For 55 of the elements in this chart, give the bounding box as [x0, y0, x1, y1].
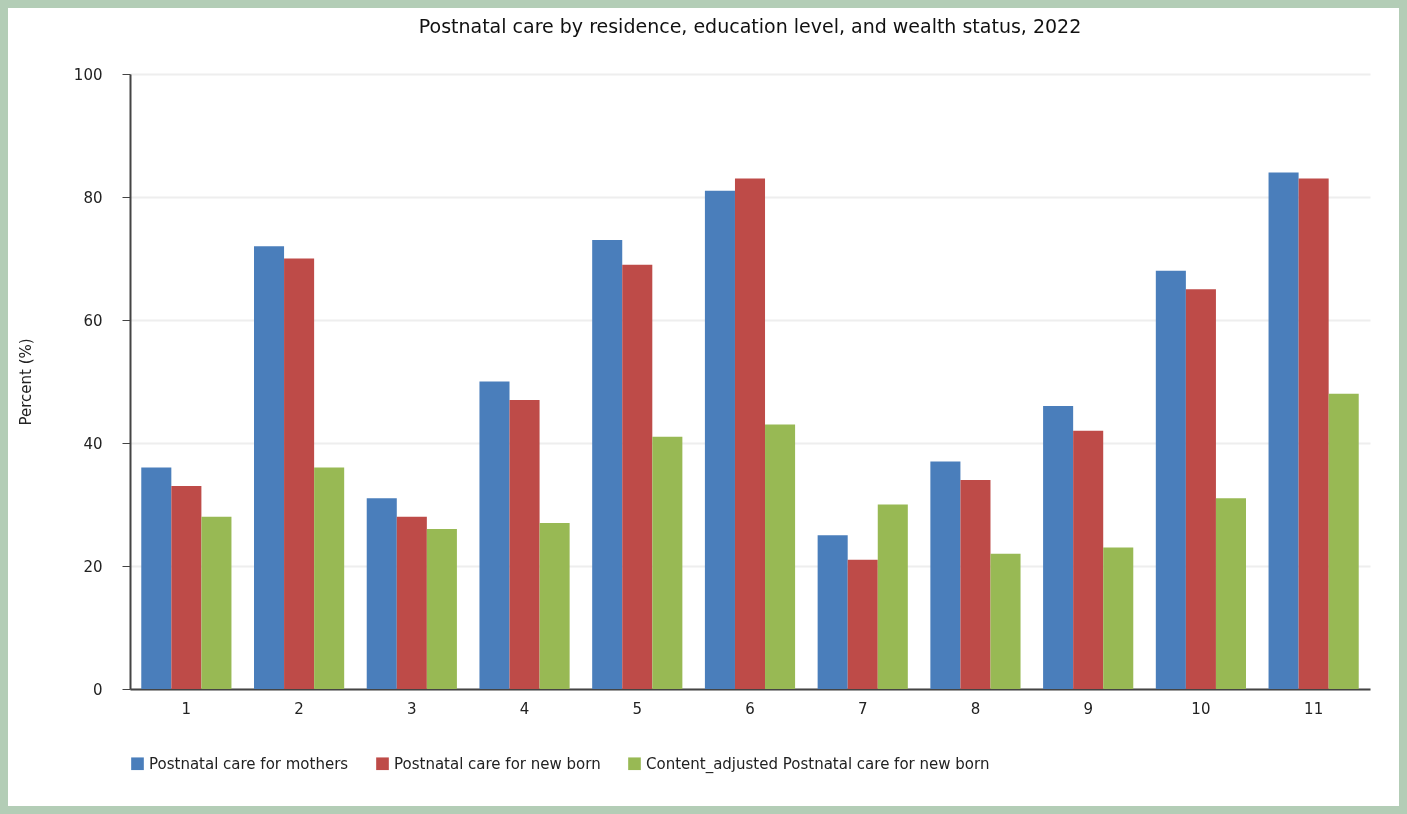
y-axis-title: Percent (%): [16, 338, 35, 426]
bar: [396, 516, 427, 689]
bar: [1073, 430, 1104, 689]
bar: [141, 467, 172, 689]
bar: [817, 535, 848, 689]
bar: [765, 424, 796, 689]
x-tick-label: 3: [407, 699, 417, 718]
y-tick-label: 20: [83, 557, 103, 576]
bar: [254, 246, 285, 689]
bar: [1185, 289, 1216, 689]
x-tick-label: 7: [857, 699, 868, 718]
bar: [592, 240, 623, 689]
y-tick-label: 0: [92, 680, 103, 699]
y-tick-label: 60: [83, 311, 103, 330]
legend-label: Content_adjusted Postnatal care for new born: [646, 754, 990, 774]
x-tick-label: 10: [1191, 699, 1211, 718]
bar: [1155, 270, 1186, 689]
bar: [479, 381, 510, 689]
legend-label: Postnatal care for new born: [394, 754, 601, 773]
x-tick-label: 11: [1304, 699, 1324, 718]
x-tick-label: 8: [970, 699, 981, 718]
x-tick-label: 6: [745, 699, 755, 718]
bar: [960, 479, 991, 689]
y-tick-label: 100: [73, 65, 103, 84]
bar: [201, 516, 232, 689]
x-tick-label: 9: [1083, 699, 1093, 718]
x-tick-label: 5: [632, 699, 643, 718]
bar: [652, 436, 683, 689]
bar: [1328, 393, 1359, 689]
bar: [366, 498, 397, 689]
bar: [539, 522, 570, 689]
bar: [1268, 172, 1299, 689]
bar: [314, 467, 345, 689]
bar: [171, 486, 202, 689]
bar: [877, 504, 908, 689]
x-tick-label: 1: [181, 699, 192, 718]
bar: [930, 461, 961, 689]
bar: [1298, 178, 1329, 689]
bar: [622, 264, 653, 689]
chart-title: Postnatal care by residence, education level, and wealth status, 2022: [418, 15, 1082, 37]
bar: [990, 553, 1021, 689]
bar: [284, 258, 315, 689]
bar: [1103, 547, 1134, 689]
bar: [734, 178, 766, 689]
bar: [509, 399, 540, 689]
x-tick-label: 4: [519, 699, 530, 718]
y-tick-label: 40: [83, 434, 103, 453]
bar: [426, 529, 457, 689]
y-tick-label: 80: [83, 188, 103, 207]
legend-label: Postnatal care for mothers: [149, 754, 349, 773]
bar: [1043, 406, 1074, 689]
bar: [1215, 498, 1246, 689]
bar: [847, 559, 878, 689]
bar: [704, 190, 735, 689]
x-tick-label: 2: [294, 699, 304, 718]
